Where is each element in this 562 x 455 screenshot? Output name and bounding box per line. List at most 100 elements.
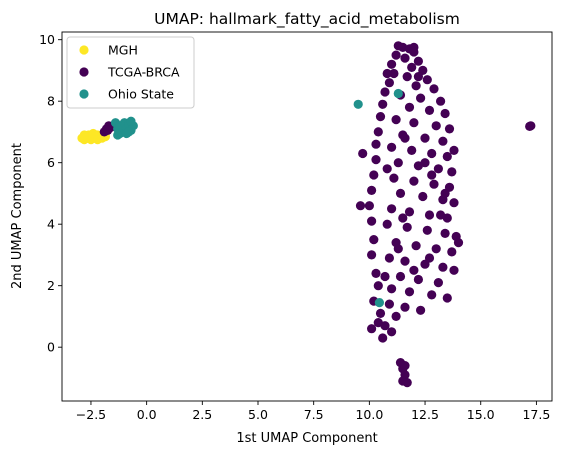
x-axis-ticks: −2.5 0.0 2.5 5.0 7.5 10.0 12.5 15.0 17.5 xyxy=(76,401,550,422)
point-tcga-brca-68 xyxy=(422,225,432,235)
point-tcga-brca-42 xyxy=(407,145,417,155)
point-tcga-brca-55 xyxy=(367,185,377,195)
point-tcga-brca-12 xyxy=(400,53,410,63)
point-tcga-brca-90 xyxy=(442,293,452,303)
point-tcga-brca-123 xyxy=(380,271,390,282)
point-tcga-brca-96 xyxy=(391,311,401,321)
point-tcga-brca-81 xyxy=(449,265,459,275)
point-tcga-brca-80 xyxy=(438,262,448,272)
point-tcga-brca-89 xyxy=(427,290,437,300)
point-tcga-brca-98 xyxy=(367,324,377,334)
point-tcga-brca-124 xyxy=(424,253,435,263)
point-tcga-brca-78 xyxy=(400,256,410,266)
point-tcga-brca-26 xyxy=(436,96,446,106)
point-tcga-brca-87 xyxy=(387,284,397,294)
x-tick-label: −2.5 xyxy=(76,407,106,422)
point-tcga-brca-92 xyxy=(384,299,394,309)
point-tcga-brca-108 xyxy=(355,201,366,211)
x-tick-label: 12.5 xyxy=(411,407,439,422)
point-tcga-brca-34 xyxy=(431,121,441,131)
point-tcga-brca-44 xyxy=(442,151,452,162)
point-tcga-brca-41 xyxy=(387,142,397,152)
point-tcga-brca-94 xyxy=(416,305,426,315)
point-tcga-brca-29 xyxy=(424,105,435,115)
point-tcga-brca-6 xyxy=(525,121,535,131)
point-tcga-brca-118 xyxy=(449,145,459,155)
legend-marker-mgh xyxy=(79,45,89,55)
point-tcga-brca-111 xyxy=(409,42,419,53)
legend-marker-tcga-brca xyxy=(79,67,89,77)
point-ohio-state-16 xyxy=(374,298,384,308)
point-tcga-brca-11 xyxy=(391,50,401,60)
point-tcga-brca-14 xyxy=(387,59,397,69)
x-tick-label: 0.0 xyxy=(137,407,157,422)
point-tcga-brca-110 xyxy=(382,68,392,79)
x-tick-label: 10.0 xyxy=(355,407,383,422)
point-tcga-brca-15 xyxy=(407,62,417,72)
y-tick-label: 6 xyxy=(47,155,55,170)
point-tcga-brca-51 xyxy=(389,173,399,183)
x-axis-label: 1st UMAP Component xyxy=(236,431,377,446)
point-tcga-brca-61 xyxy=(387,204,397,214)
point-tcga-brca-18 xyxy=(402,72,412,82)
point-tcga-brca-20 xyxy=(384,78,394,88)
x-tick-label: 7.5 xyxy=(304,407,324,422)
legend-label-mgh: MGH xyxy=(108,43,138,58)
point-tcga-brca-21 xyxy=(411,81,421,91)
point-tcga-brca-69 xyxy=(440,228,450,238)
point-tcga-brca-115 xyxy=(427,170,437,180)
y-tick-label: 2 xyxy=(47,278,55,293)
point-tcga-brca-84 xyxy=(413,274,423,285)
point-tcga-brca-122 xyxy=(393,244,403,254)
point-tcga-brca-93 xyxy=(400,302,410,312)
y-tick-label: 8 xyxy=(47,94,55,109)
point-tcga-brca-38 xyxy=(420,133,430,143)
point-tcga-brca-121 xyxy=(382,164,392,174)
point-tcga-brca-99 xyxy=(380,321,390,331)
point-tcga-brca-86 xyxy=(373,281,383,291)
point-tcga-brca-59 xyxy=(449,198,459,208)
point-tcga-brca-45 xyxy=(371,155,381,165)
point-tcga-brca-76 xyxy=(367,250,377,260)
point-tcga-brca-35 xyxy=(444,124,455,134)
point-tcga-brca-39 xyxy=(438,136,448,146)
point-tcga-brca-119 xyxy=(420,158,430,168)
y-axis-ticks: 0 2 4 6 8 10 xyxy=(39,32,62,355)
point-tcga-brca-56 xyxy=(395,188,406,198)
point-tcga-brca-23 xyxy=(380,87,390,97)
point-tcga-brca-60 xyxy=(364,201,374,211)
x-tick-label: 17.5 xyxy=(522,407,550,422)
point-tcga-brca-40 xyxy=(371,139,381,149)
point-tcga-brca-50 xyxy=(369,170,379,180)
points-layer xyxy=(77,41,536,388)
point-tcga-brca-62 xyxy=(404,207,415,217)
point-mgh-15 xyxy=(79,130,89,140)
y-tick-label: 0 xyxy=(47,340,55,355)
y-tick-label: 10 xyxy=(39,32,55,47)
point-tcga-brca-46 xyxy=(393,158,403,168)
chart-title: UMAP: hallmark_fatty_acid_metabolism xyxy=(154,10,460,29)
y-axis-label: 2nd UMAP Component xyxy=(10,143,25,289)
point-tcga-brca-112 xyxy=(413,72,423,82)
point-tcga-brca-73 xyxy=(411,241,421,251)
point-tcga-brca-74 xyxy=(431,244,441,254)
x-tick-label: 15.0 xyxy=(467,407,495,422)
point-tcga-brca-13 xyxy=(413,56,423,66)
point-tcga-brca-63 xyxy=(424,210,435,220)
point-tcga-brca-66 xyxy=(382,219,392,229)
point-ohio-state-14 xyxy=(353,99,363,109)
point-tcga-brca-106 xyxy=(402,378,412,388)
point-tcga-brca-100 xyxy=(387,327,397,337)
point-tcga-brca-125 xyxy=(440,188,450,198)
point-tcga-brca-65 xyxy=(367,216,377,226)
point-tcga-brca-75 xyxy=(447,247,457,257)
point-tcga-brca-109 xyxy=(358,148,368,159)
point-tcga-brca-25 xyxy=(416,93,426,103)
point-tcga-brca-120 xyxy=(400,133,410,143)
point-ohio-state-15 xyxy=(393,88,403,99)
point-tcga-brca-117 xyxy=(453,238,464,248)
point-tcga-brca-77 xyxy=(384,253,394,263)
x-tick-label: 2.5 xyxy=(192,407,212,422)
legend-label-ohio-state: Ohio State xyxy=(108,87,174,102)
point-ohio-state-11 xyxy=(126,116,136,126)
